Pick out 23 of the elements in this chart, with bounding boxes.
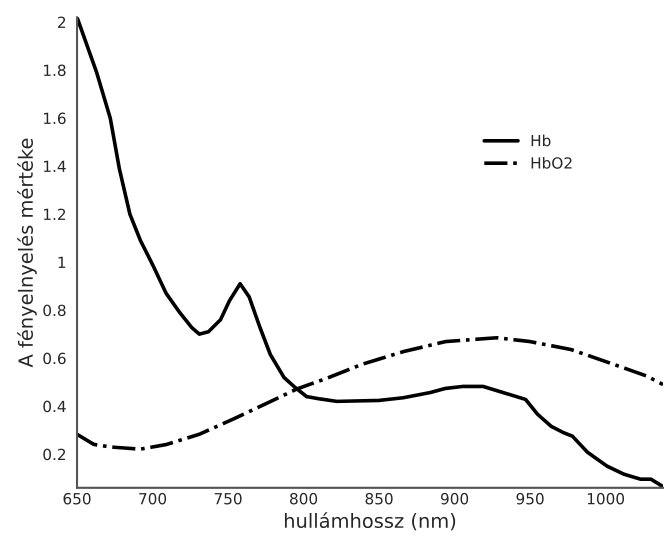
y-tick-label: 2 [58, 16, 66, 28]
x-tick-label: 800 [290, 492, 318, 504]
y-tick-label: 1.4 [44, 160, 66, 172]
y-tick-label: 1 [58, 256, 66, 268]
legend-label: HbO2 [532, 156, 572, 169]
y-tick-label: 0.6 [43, 352, 66, 364]
y-tick-label: 0.2 [43, 448, 66, 460]
x-axis-title: hullámhossz (nm) [284, 512, 456, 530]
x-tick-label: 850 [366, 492, 393, 504]
y-tick-label: 1.6 [44, 112, 66, 124]
legend-label: Hb [532, 134, 550, 146]
x-tick-label: 1000 [588, 492, 624, 504]
line-series [77, 17, 664, 488]
y-tick-label: 0.4 [43, 400, 66, 412]
y-axis-title: A fényelnyelés mértéke [17, 138, 37, 368]
x-tick-label: 900 [440, 492, 468, 504]
x-tick-label: 750 [214, 492, 242, 504]
x-tick-label: 650 [64, 492, 91, 504]
y-tick-label: 1.8 [44, 64, 66, 76]
y-tick-label: 1.2 [44, 208, 66, 220]
x-tick-label: 950 [516, 492, 544, 504]
x-tick-label: 700 [139, 492, 166, 504]
y-tick-label: 0.8 [43, 304, 66, 316]
